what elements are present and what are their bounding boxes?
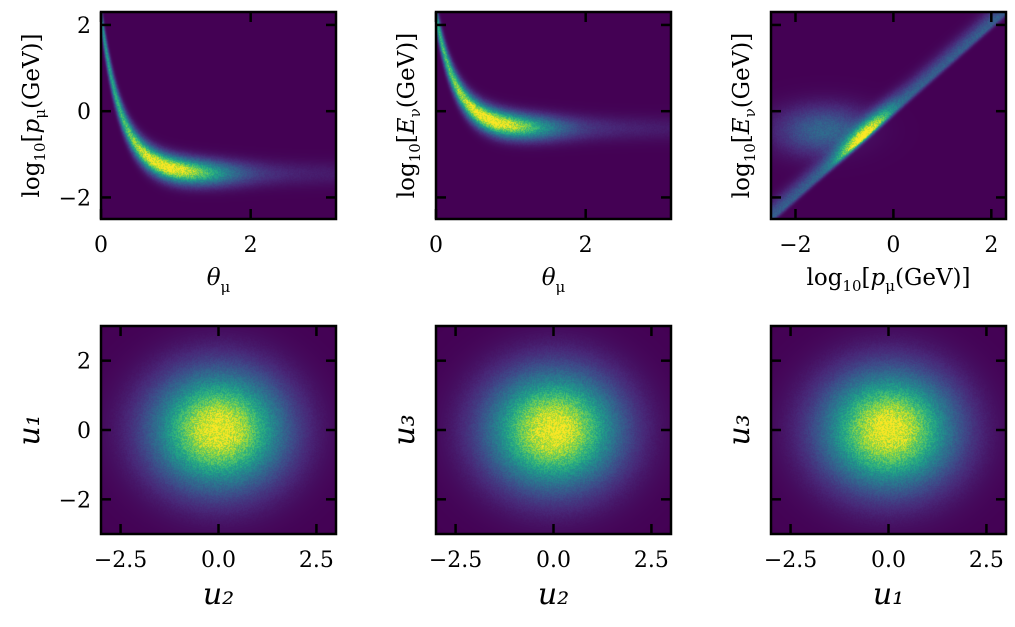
y-tick-label: 0 [77, 419, 91, 444]
plot-frame [434, 10, 673, 221]
heatmap-panel-2: 0 2 θμ log10[Eν(GeV)] [394, 10, 673, 296]
plot-frame [99, 10, 338, 221]
x-axis-label: θμ [542, 265, 566, 296]
heatmap-image [436, 12, 671, 219]
y-axis-label: log10[Eν(GeV)] [729, 33, 759, 198]
x-tick-label: 2.5 [634, 548, 669, 573]
x-tick-label: −2.5 [764, 548, 817, 573]
x-tick-label: 2.5 [969, 548, 1004, 573]
x-tick-label: 0 [429, 233, 443, 258]
heatmap-panel-4: −2.5 0.0 2.5 −2 0 2 u₂ u₁ [12, 324, 338, 612]
heatmap-image [771, 12, 1006, 219]
x-axis-label: θμ [207, 265, 231, 296]
heatmap-image [771, 326, 1006, 534]
plot-frame [769, 10, 1008, 221]
x-tick-label: 2 [244, 233, 258, 258]
x-tick-label: 2.5 [299, 548, 334, 573]
x-tick-label: −2.5 [94, 548, 147, 573]
y-tick-label: −2 [59, 488, 91, 513]
x-axis-label: log10[pμ(GeV)] [806, 265, 970, 295]
heatmap-image [101, 326, 336, 534]
x-tick-label: −2.5 [429, 548, 482, 573]
y-axis-label: log10[pμ(GeV)] [19, 33, 49, 197]
heatmap-image [436, 326, 671, 534]
x-axis-label: u₁ [873, 577, 904, 612]
y-axis-label: u₃ [722, 414, 757, 445]
x-tick-label: 0.0 [201, 548, 236, 573]
y-tick-label: −2 [59, 186, 91, 211]
x-tick-label: 0 [886, 233, 900, 258]
x-tick-label: 2 [579, 233, 593, 258]
heatmap-panel-6: −2.5 0.0 2.5 u₁ u₃ [722, 324, 1008, 612]
x-tick-label: 0.0 [536, 548, 571, 573]
y-tick-label: 2 [77, 14, 91, 39]
x-tick-label: −2 [779, 233, 811, 258]
y-axis-label: u₁ [12, 414, 47, 445]
x-axis-label: u₂ [538, 577, 569, 612]
heatmap-panel-3: −2 0 2 log10[pμ(GeV)] log10[Eν(GeV)] [729, 10, 1008, 295]
y-tick-label: 2 [77, 350, 91, 375]
heatmap-panel-5: −2.5 0.0 2.5 u₂ u₃ [387, 324, 673, 612]
y-axis-label: u₃ [387, 414, 422, 445]
y-axis-label: log10[Eν(GeV)] [394, 33, 424, 198]
x-tick-label: 2 [984, 233, 998, 258]
y-tick-label: 0 [77, 100, 91, 125]
x-tick-label: 0.0 [871, 548, 906, 573]
heatmap-image [101, 12, 336, 219]
x-axis-label: u₂ [203, 577, 234, 612]
x-tick-label: 0 [94, 233, 108, 258]
